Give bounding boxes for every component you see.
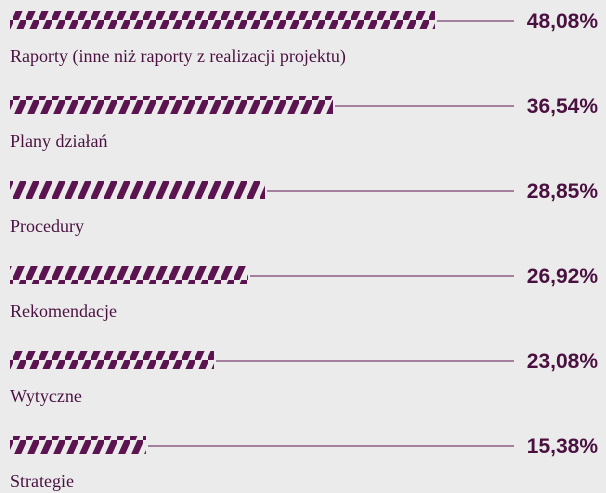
value-label: 28,85% <box>527 180 599 203</box>
value-label: 36,54% <box>527 95 599 118</box>
category-label: Plany działań <box>10 131 107 151</box>
value-label: 26,92% <box>527 265 599 288</box>
bar <box>10 436 146 454</box>
category-label: Strategie <box>10 471 74 491</box>
bar <box>10 96 333 114</box>
bar <box>10 11 435 29</box>
bar <box>10 181 266 199</box>
value-label: 48,08% <box>527 10 599 33</box>
category-label: Wytyczne <box>10 386 82 406</box>
category-label: Raporty (inne niż raporty z realizacji p… <box>10 46 346 67</box>
value-label: 15,38% <box>527 435 599 458</box>
bar <box>10 266 248 284</box>
category-label: Procedury <box>10 216 84 236</box>
category-label: Rekomendacje <box>10 301 117 321</box>
value-label: 23,08% <box>527 350 599 373</box>
bar <box>10 351 215 369</box>
